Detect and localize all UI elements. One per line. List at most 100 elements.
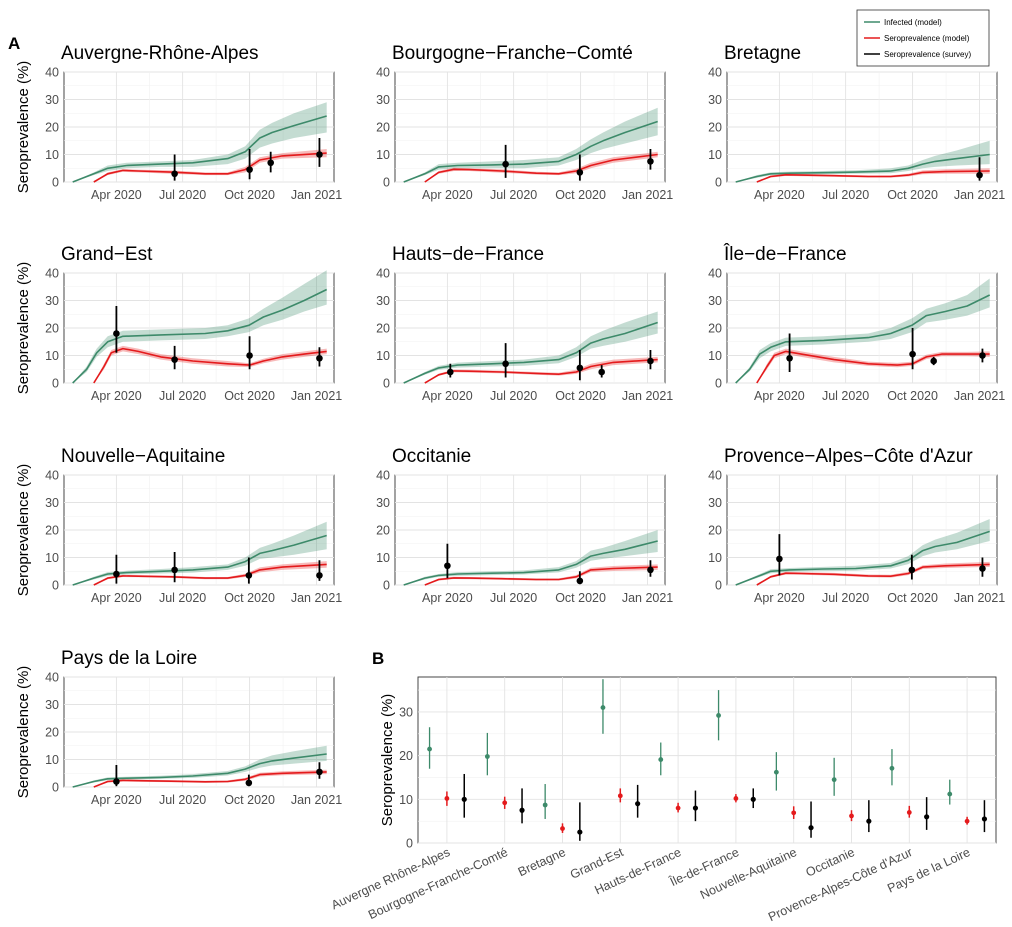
y-tick-label: 10 [376,349,390,363]
y-tick-label: 20 [45,121,59,135]
x-tick-label: Jan 2021 [622,188,673,202]
survey-point [976,171,983,179]
panel-label-a: A [8,34,20,53]
facet-title: Bourgogne−Franche−Comté [392,43,633,64]
survey-point [316,572,323,579]
panel-a-facets: Auvergne-Rhône-Alpes Apr 2020 Jul 2020 Oct … [15,43,1005,807]
summary-point [444,796,450,801]
sero-model-ribbon [93,149,327,182]
survey-point [786,354,793,362]
facet-4: Hauts−de−France Apr 2020 Jul 2020 Oct 2020 J… [376,244,673,403]
x-tick-label: Jul 2020 [159,188,206,202]
facet-title: Auvergne-Rhône-Alpes [61,43,259,64]
y-tick-label: 30 [45,698,59,712]
y-tick-label: 40 [45,66,59,80]
y-tick-label: 0 [52,781,59,795]
y-tick-label: 10 [45,753,59,767]
survey-point [245,572,253,579]
summary-point [889,765,895,771]
summary-point [658,757,664,762]
x-tick-label: Apr 2020 [754,188,805,202]
survey-point [316,768,323,776]
summary-point [461,796,467,802]
y-tick-label: 20 [45,322,59,336]
y-tick-label: 10 [708,349,722,363]
infected-line [72,753,327,788]
legend-item-infected: Infected (model) [864,18,942,27]
summary-point [791,810,797,816]
sero-model-line [756,350,990,384]
x-tick-label: Jan 2021 [291,188,342,202]
survey-point [576,577,584,585]
y-tick-label: 20 [708,121,722,135]
summary-point [808,825,814,831]
legend-item-sero-survey: Seroprevalence (survey) [864,50,971,59]
x-tick-label: Oct 2020 [224,591,275,605]
infected-ribbon [72,102,327,182]
category-label: Bretagne [516,845,568,879]
infected-ribbon [72,745,327,787]
sero-model-line [424,566,658,586]
infected-ribbon [403,107,658,182]
facet-title: Bretagne [724,43,801,64]
y-tick-label: 0 [383,579,390,593]
x-tick-label: Jul 2020 [490,188,537,202]
y-tick-label: 0 [406,837,413,851]
survey-point [930,357,937,365]
y-tick-label: 20 [708,524,722,538]
facet-title: Occitanie [392,446,471,467]
x-tick-label: Apr 2020 [91,188,142,202]
infected-ribbon [403,530,658,585]
y-tick-label: 0 [715,579,722,593]
summary-point [427,746,432,752]
y-tick-label: 0 [52,176,59,190]
summary-point [773,769,779,775]
y-tick-label: 0 [715,176,722,190]
y-tick-label: 30 [376,93,390,107]
y-tick-label: 0 [383,176,390,190]
x-tick-label: Oct 2020 [887,389,938,403]
facet-title: Nouvelle−Aquitaine [61,446,225,467]
category-label: Nouvelle-Aquitaine [698,845,799,902]
y-tick-label: 20 [45,726,59,740]
x-tick-label: Jul 2020 [159,591,206,605]
summary-point [600,705,606,710]
infected-line [72,534,327,586]
y-tick-label: 10 [708,148,722,162]
y-tick-label: 0 [52,579,59,593]
survey-point [776,555,783,563]
survey-point [171,566,178,574]
facet-6: Nouvelle−Aquitaine Apr 2020 Jul 2020 Oct 20… [15,446,342,605]
x-tick-label: Jul 2020 [490,389,537,403]
survey-point [113,778,120,785]
y-tick-label: 30 [708,93,722,107]
facet-title: Provence−Alpes−Côte d'Azur [724,446,973,467]
y-tick-label: 40 [708,469,722,483]
y-tick-label: 10 [708,551,722,565]
survey-point [316,354,323,362]
x-tick-label: Jan 2021 [622,389,673,403]
sero-model-line [756,170,990,183]
x-tick-label: Oct 2020 [224,389,275,403]
facet-3: Grand−Est Apr 2020 Jul 2020 Oct 2020 Jan 202… [15,244,342,403]
facet-title: Pays de la Loire [61,648,197,669]
infected-ribbon [735,140,990,182]
facet-8: Provence−Alpes−Côte d'Azur Apr 2020 Jul 20… [708,446,1005,605]
y-tick-label: 40 [45,671,59,685]
survey-point [908,566,916,574]
sero-model-ribbon [93,561,327,585]
infected-line [403,120,658,183]
legend-item-sero-model: Seroprevalence (model) [864,34,970,43]
summary-point [519,807,525,813]
survey-point [576,364,584,372]
survey-point [502,360,509,368]
summary-point [560,826,565,831]
y-tick-label: 20 [376,524,390,538]
survey-point [979,352,986,359]
x-tick-label: Jul 2020 [822,389,869,403]
summary-point [947,791,953,797]
x-tick-label: Jan 2021 [954,591,1005,605]
y-tick-label: 30 [708,294,722,308]
survey-point [267,159,274,167]
y-tick-label: 30 [708,496,722,510]
